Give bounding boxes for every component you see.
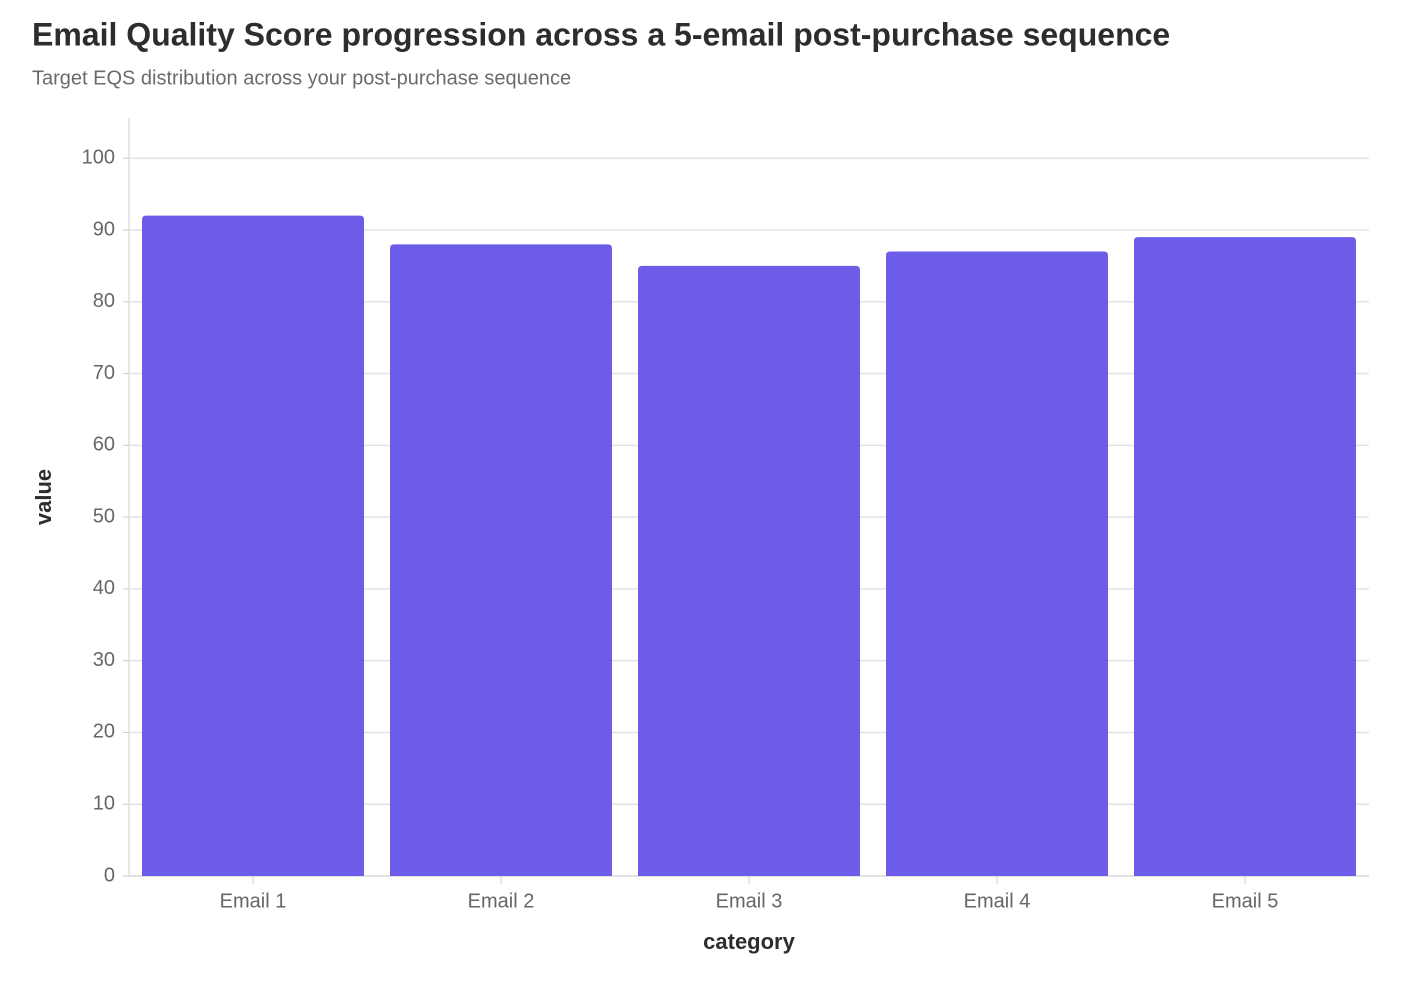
x-tick-label: Email 5 [1212, 890, 1279, 912]
y-tick-label: 30 [93, 649, 115, 671]
y-axis-label: value [31, 469, 56, 525]
y-tick-label: 60 [93, 434, 115, 456]
y-tick-label: 40 [93, 577, 115, 599]
y-tick-label: 70 [93, 362, 115, 384]
y-tick-label: 100 [82, 146, 115, 168]
x-tick-label: Email 3 [716, 890, 783, 912]
y-tick-label: 10 [93, 793, 115, 815]
chart-subtitle: Target EQS distribution across your post… [32, 67, 571, 89]
bar [886, 251, 1108, 877]
x-axis-label: category [703, 929, 795, 954]
y-tick-label: 90 [93, 218, 115, 240]
bar [390, 244, 612, 877]
chart-title: Email Quality Score progression across a… [32, 16, 1170, 52]
bar [1134, 237, 1356, 877]
bar [142, 215, 364, 876]
y-tick-label: 20 [93, 721, 115, 743]
bar [638, 265, 860, 876]
x-tick-label: Email 4 [964, 890, 1031, 912]
y-tick-label: 80 [93, 290, 115, 312]
y-tick-label: 0 [104, 864, 115, 886]
y-tick-label: 50 [93, 505, 115, 527]
x-tick-label: Email 1 [220, 890, 287, 912]
x-tick-label: Email 2 [468, 890, 535, 912]
